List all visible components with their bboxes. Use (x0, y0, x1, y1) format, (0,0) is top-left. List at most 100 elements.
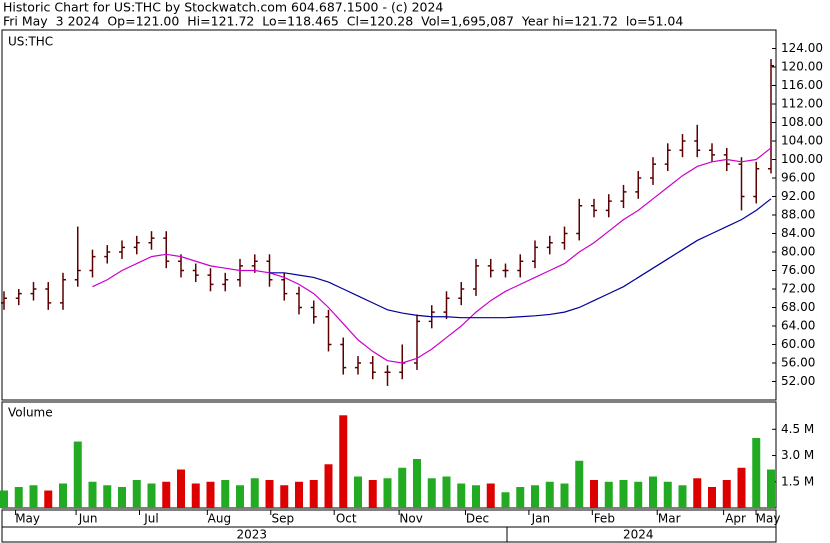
volume-bar (590, 480, 598, 508)
x-tick-label: May (15, 512, 40, 526)
volume-bar (265, 480, 274, 508)
volume-bar (545, 481, 554, 508)
volume-bar (516, 487, 525, 508)
volume-bar (132, 480, 141, 508)
y-tick-label: 104.00 (781, 134, 823, 148)
y-tick-label: 52.00 (781, 374, 815, 388)
year-label: 2024 (623, 528, 654, 542)
year-label: 2023 (237, 528, 268, 542)
volume-bar (221, 480, 230, 508)
y-tick-label: 88.00 (781, 208, 815, 222)
y-tick-label: 116.00 (781, 78, 823, 92)
y-tick-label: 112.00 (781, 97, 823, 111)
y-tick-label: 80.00 (781, 245, 815, 259)
volume-bar (486, 483, 495, 508)
y-tick-label: 60.00 (781, 337, 815, 351)
volume-bar (383, 478, 392, 508)
symbol-label: US:THC (8, 35, 53, 49)
x-tick-label: Apr (725, 512, 746, 526)
y-tick-label: 124.00 (781, 41, 823, 55)
volume-tick-label: 3.0 M (781, 448, 814, 462)
x-tick-label: Dec (466, 512, 489, 526)
volume-bar (501, 492, 510, 508)
volume-bar (59, 483, 67, 508)
x-tick-label: Jul (143, 512, 158, 526)
volume-bar (280, 485, 289, 508)
volume-bar (177, 469, 185, 508)
volume-bar (14, 487, 23, 508)
y-tick-label: 96.00 (781, 171, 815, 185)
y-tick-label: 120.00 (781, 60, 823, 74)
volume-bar (649, 476, 657, 508)
y-tick-label: 56.00 (781, 356, 815, 370)
volume-bar (250, 478, 259, 508)
volume-bar (103, 485, 112, 508)
x-tick-label: May (756, 512, 781, 526)
volume-bar (73, 441, 82, 508)
volume-tick-label: 1.5 M (781, 474, 814, 488)
volume-bar (531, 485, 539, 508)
volume-bar (44, 490, 53, 508)
volume-bar (354, 476, 362, 508)
x-tick-label: Aug (208, 512, 231, 526)
volume-bar (206, 481, 215, 508)
x-tick-label: Jan (531, 512, 551, 526)
volume-bar (663, 481, 672, 508)
x-tick-label: Mar (658, 512, 681, 526)
volume-tick-label: 4.5 M (781, 422, 814, 436)
quote-line: Fri May 3 2024 Op=121.00 Hi=121.72 Lo=11… (3, 14, 683, 29)
y-tick-label: 64.00 (781, 319, 815, 333)
y-tick-label: 100.00 (781, 152, 823, 166)
volume-bar (752, 438, 761, 508)
volume-bar (398, 467, 407, 508)
volume-bar (147, 483, 156, 508)
volume-bar (324, 464, 333, 508)
volume-bar (295, 481, 303, 508)
volume-bar (767, 469, 775, 508)
y-tick-label: 72.00 (781, 282, 815, 296)
y-tick-label: 92.00 (781, 189, 815, 203)
moving-average (92, 147, 772, 364)
volume-bar (708, 487, 716, 508)
volume-bar (309, 480, 318, 508)
volume-bar (29, 485, 38, 508)
y-tick-label: 68.00 (781, 300, 815, 314)
volume-bar (619, 480, 628, 508)
volume-bar (88, 481, 97, 508)
volume-bar (413, 459, 421, 508)
volume-bar (339, 415, 348, 508)
volume-bar (678, 485, 687, 508)
volume-bar (575, 460, 584, 508)
y-tick-label: 108.00 (781, 115, 823, 129)
volume-bar (236, 485, 244, 508)
volume-bar (457, 483, 466, 508)
volume-bar (427, 478, 436, 508)
volume-bar (472, 485, 480, 508)
volume-bar (162, 481, 171, 508)
y-tick-label: 76.00 (781, 263, 815, 277)
y-tick-label: 84.00 (781, 226, 815, 240)
x-tick-label: Nov (399, 512, 422, 526)
year-axis (1, 526, 777, 543)
volume-title: Volume (8, 406, 53, 420)
volume-bar (560, 483, 569, 508)
x-tick-label: Oct (336, 512, 357, 526)
volume-bar (604, 481, 613, 508)
volume-bar (634, 481, 643, 508)
moving-average (269, 198, 772, 319)
x-tick-label: Sep (271, 512, 294, 526)
volume-bar (693, 478, 702, 508)
volume-bar (118, 487, 126, 508)
volume-bar (368, 480, 377, 508)
volume-bar (722, 480, 731, 508)
chart-title: Historic Chart for US:THC by Stockwatch.… (3, 0, 443, 15)
x-tick-label: Jun (78, 512, 98, 526)
volume-bar (0, 490, 8, 508)
x-tick-label: Feb (594, 512, 615, 526)
volume-bar (442, 476, 451, 508)
volume-bar (191, 483, 200, 508)
volume-bar (737, 467, 746, 508)
